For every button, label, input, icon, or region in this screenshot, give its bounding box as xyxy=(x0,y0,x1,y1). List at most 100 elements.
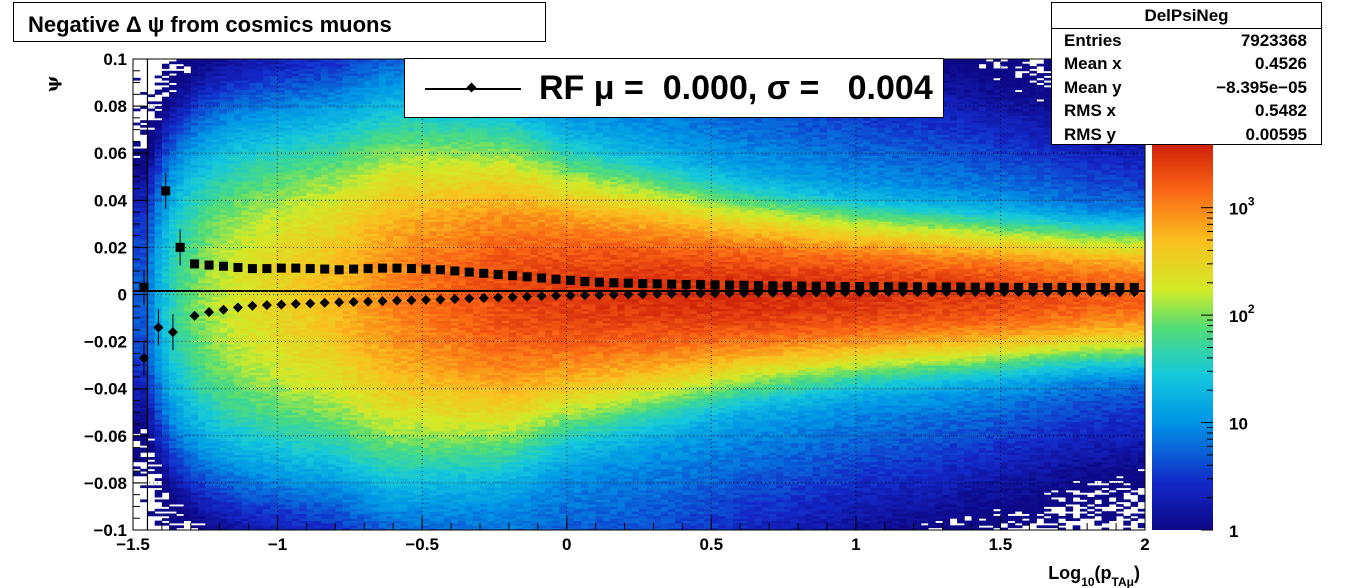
heatmap-cell xyxy=(198,386,206,390)
heatmap-cell xyxy=(284,162,293,166)
heatmap-cell xyxy=(277,461,286,465)
heatmap-cell xyxy=(227,115,235,119)
heatmap-cell xyxy=(212,259,221,262)
heatmap-cell xyxy=(169,214,177,218)
heatmap-cell xyxy=(169,155,177,159)
heatmap-cell xyxy=(306,348,315,352)
heatmap-cell xyxy=(306,320,315,324)
heatmap-cell xyxy=(147,386,156,390)
heatmap-cell xyxy=(133,108,141,112)
heatmap-cell xyxy=(133,398,141,401)
heatmap-cell xyxy=(161,341,170,345)
heatmap-cell xyxy=(205,318,213,321)
heatmap-cell xyxy=(176,110,184,114)
heatmap-cell xyxy=(284,190,293,194)
heatmap-cell xyxy=(205,127,213,131)
heatmap-cell xyxy=(176,172,184,175)
heatmap-cell xyxy=(219,153,228,156)
heatmap-cell xyxy=(248,419,257,423)
heatmap-cell xyxy=(284,153,293,156)
heatmap-cell xyxy=(133,77,141,81)
heatmap-cell xyxy=(255,487,264,491)
heatmap-cell xyxy=(205,407,213,411)
heatmap-cell xyxy=(169,115,177,119)
heatmap-cell xyxy=(140,157,148,161)
heatmap-cell xyxy=(234,294,242,298)
heatmap-cell xyxy=(227,207,235,211)
heatmap-cell xyxy=(147,94,156,98)
heatmap-cell xyxy=(263,355,271,359)
heatmap-cell xyxy=(190,520,199,524)
heatmap-cell xyxy=(292,336,300,340)
heatmap-cell xyxy=(190,245,199,248)
heatmap-cell xyxy=(284,202,293,206)
heatmap-cell xyxy=(284,440,293,444)
heatmap-cell xyxy=(241,299,249,302)
heatmap-cell xyxy=(205,271,213,274)
heatmap-cell xyxy=(205,87,213,91)
heatmap-cell xyxy=(169,266,177,269)
heatmap-cell xyxy=(219,273,228,277)
heatmap-cell xyxy=(248,150,257,154)
heatmap-cell xyxy=(306,235,315,239)
heatmap-cell xyxy=(263,282,271,286)
heatmap-cell xyxy=(241,402,249,406)
heatmap-cell xyxy=(147,292,156,295)
heatmap-cell xyxy=(219,426,228,430)
heatmap-cell xyxy=(183,287,192,291)
heatmap-cell xyxy=(183,313,192,317)
heatmap-cell xyxy=(277,59,286,62)
heatmap-cell xyxy=(183,205,192,208)
heatmap-cell xyxy=(292,174,300,178)
heatmap-cell xyxy=(299,358,307,361)
heatmap-cell xyxy=(299,87,307,91)
heatmap-cell xyxy=(161,252,170,255)
heatmap-cell xyxy=(176,348,184,352)
heatmap-cell xyxy=(248,358,257,361)
heatmap-cell xyxy=(212,447,221,451)
heatmap-cell xyxy=(176,127,184,131)
heatmap-cell xyxy=(292,285,300,288)
heatmap-cell xyxy=(292,513,300,517)
heatmap-cell xyxy=(190,179,199,182)
heatmap-cell xyxy=(133,143,141,147)
heatmap-cell xyxy=(263,358,271,361)
heatmap-cell xyxy=(255,240,264,244)
heatmap-cell xyxy=(284,520,293,524)
heatmap-cell xyxy=(241,376,249,380)
heatmap-cell xyxy=(255,459,264,463)
heatmap-cell xyxy=(161,162,170,166)
heatmap-cell xyxy=(284,75,293,79)
heatmap-cell xyxy=(277,214,286,218)
heatmap-cell xyxy=(299,179,307,182)
heatmap-cell xyxy=(277,174,286,178)
heatmap-cell xyxy=(270,332,278,335)
heatmap-cell xyxy=(299,299,307,302)
heatmap-cell xyxy=(263,311,271,314)
heatmap-cell xyxy=(313,473,322,477)
heatmap-cell xyxy=(313,372,322,375)
heatmap-cell xyxy=(212,393,221,397)
heatmap-cell xyxy=(198,520,206,524)
heatmap-cell xyxy=(306,256,315,260)
heatmap-cell xyxy=(190,252,199,255)
heatmap-cell xyxy=(234,219,242,222)
heatmap-cell xyxy=(212,367,221,371)
heatmap-cell xyxy=(292,440,300,444)
heatmap-cell xyxy=(154,261,163,265)
heatmap-cell xyxy=(212,320,221,324)
heatmap-cell xyxy=(284,223,293,227)
heatmap-cell xyxy=(212,318,221,321)
heatmap-cell xyxy=(284,247,293,251)
heatmap-cell xyxy=(140,421,148,425)
heatmap-cell xyxy=(198,322,206,326)
heatmap-cell xyxy=(212,365,221,368)
heatmap-cell xyxy=(284,362,293,366)
heatmap-cell xyxy=(183,306,192,310)
heatmap-cell xyxy=(299,440,307,444)
heatmap-cell xyxy=(219,287,228,291)
heatmap-cell xyxy=(234,242,242,246)
heatmap-cell xyxy=(133,454,141,458)
heatmap-cell xyxy=(147,216,156,220)
heatmap-cell xyxy=(270,103,278,107)
